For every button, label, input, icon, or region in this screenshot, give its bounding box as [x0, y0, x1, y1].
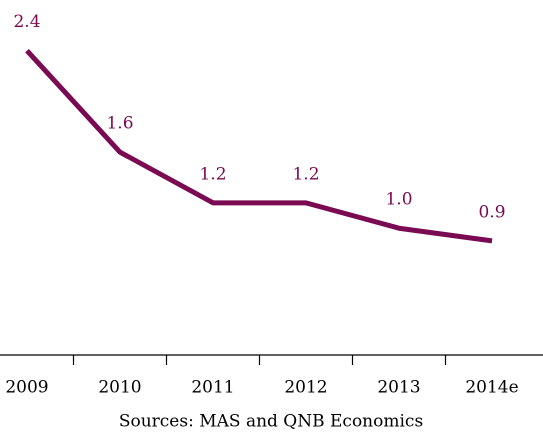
data-label: 2.4: [13, 12, 40, 32]
data-label: 1.2: [199, 164, 226, 184]
x-tick-label: 2014e: [465, 378, 518, 398]
data-label: 1.0: [385, 190, 412, 210]
x-tick-label: 2009: [5, 378, 48, 398]
data-label: 0.9: [478, 202, 505, 222]
x-tick-label: 2012: [284, 378, 327, 398]
data-label: 1.6: [106, 114, 133, 134]
line: [25, 49, 493, 244]
x-tick-label: 2011: [191, 378, 234, 398]
data-label: 1.2: [292, 164, 319, 184]
x-tick-label: 2013: [377, 378, 420, 398]
x-tick-label: 2010: [98, 378, 141, 398]
source-note: Sources: MAS and QNB Economics: [119, 412, 423, 432]
